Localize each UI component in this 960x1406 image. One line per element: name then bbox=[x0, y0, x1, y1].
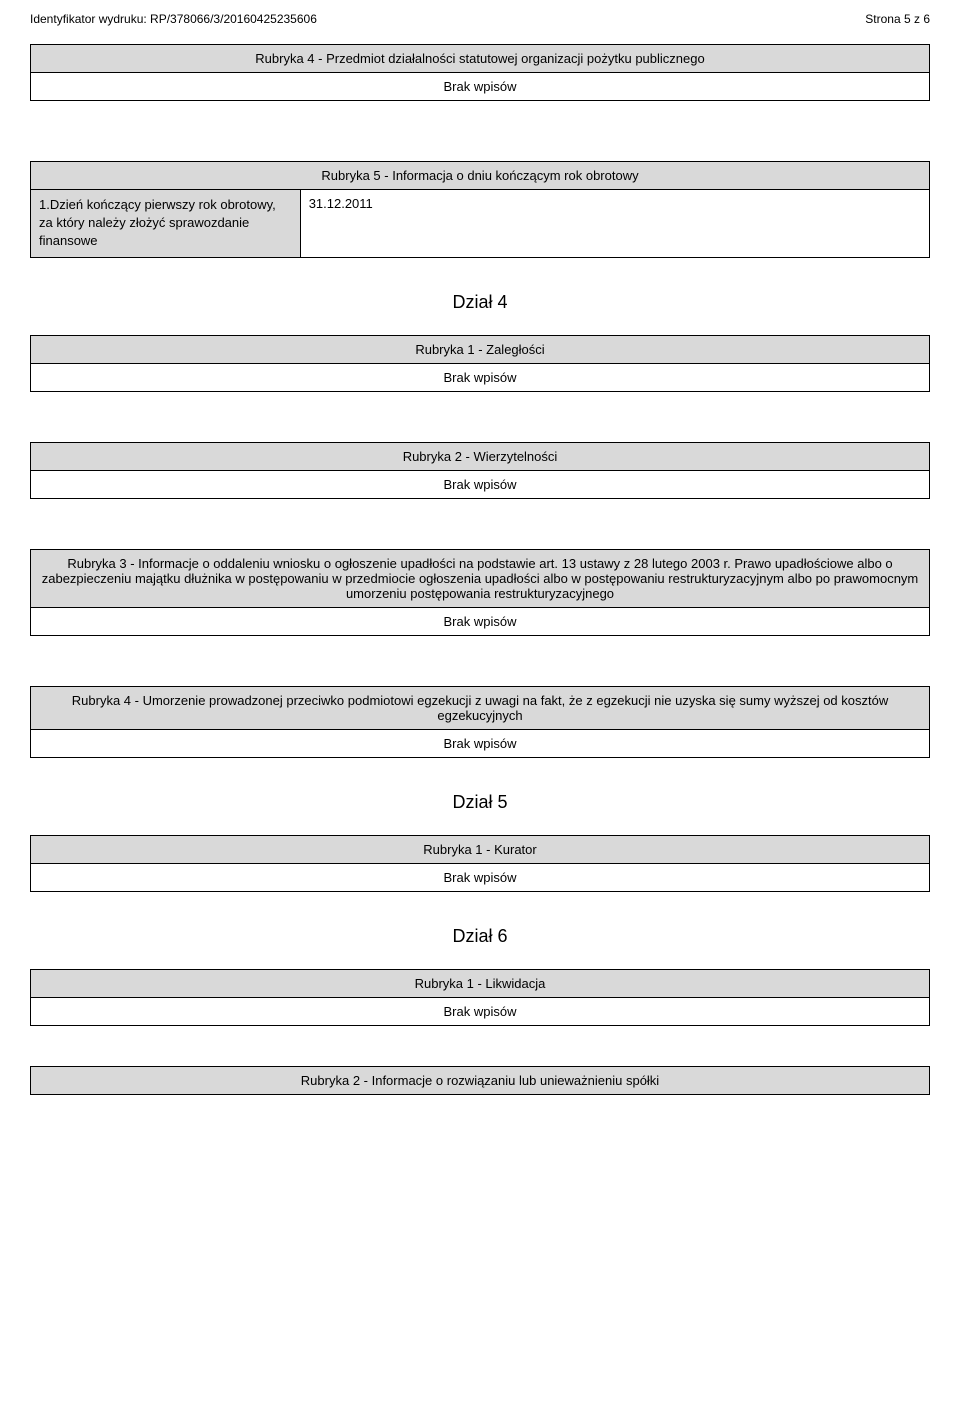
dzial6-heading: Dział 6 bbox=[30, 926, 930, 947]
dzial5-r1-content: Brak wpisów bbox=[31, 863, 929, 891]
rubryka5-row-label: 1.Dzień kończący pierwszy rok obrotowy, … bbox=[31, 190, 301, 258]
dzial5-r1-box: Rubryka 1 - Kurator Brak wpisów bbox=[30, 835, 930, 892]
dzial5-heading: Dział 5 bbox=[30, 792, 930, 813]
dzial4-r4-title: Rubryka 4 - Umorzenie prowadzonej przeci… bbox=[31, 687, 929, 729]
rubryka4-top-box: Rubryka 4 - Przedmiot działalności statu… bbox=[30, 44, 930, 101]
dzial4-heading: Dział 4 bbox=[30, 292, 930, 313]
dzial6-r2-title: Rubryka 2 - Informacje o rozwiązaniu lub… bbox=[301, 1073, 659, 1088]
dzial5-r1-title: Rubryka 1 - Kurator bbox=[31, 836, 929, 863]
page-header: Identyfikator wydruku: RP/378066/3/20160… bbox=[30, 12, 930, 26]
dzial6-r1-title: Rubryka 1 - Likwidacja bbox=[31, 970, 929, 997]
dzial4-r1-content: Brak wpisów bbox=[31, 363, 929, 391]
rubryka5-table: Rubryka 5 - Informacja o dniu kończącym … bbox=[30, 161, 930, 258]
dzial6-r1-box: Rubryka 1 - Likwidacja Brak wpisów bbox=[30, 969, 930, 1026]
dzial4-r4-box: Rubryka 4 - Umorzenie prowadzonej przeci… bbox=[30, 686, 930, 758]
dzial4-r3-title: Rubryka 3 - Informacje o oddaleniu wnios… bbox=[31, 550, 929, 607]
dzial4-r2-content: Brak wpisów bbox=[31, 470, 929, 498]
dzial4-r2-title: Rubryka 2 - Wierzytelności bbox=[31, 443, 929, 470]
dzial4-r3-box: Rubryka 3 - Informacje o oddaleniu wnios… bbox=[30, 549, 930, 636]
dzial6-r1-content: Brak wpisów bbox=[31, 997, 929, 1025]
rubryka5-title: Rubryka 5 - Informacja o dniu kończącym … bbox=[31, 162, 930, 190]
dzial4-r1-box: Rubryka 1 - Zaległości Brak wpisów bbox=[30, 335, 930, 392]
dzial4-r2-box: Rubryka 2 - Wierzytelności Brak wpisów bbox=[30, 442, 930, 499]
dzial4-r1-title: Rubryka 1 - Zaległości bbox=[31, 336, 929, 363]
rubryka4-top-content: Brak wpisów bbox=[31, 72, 929, 100]
dzial4-r3-content: Brak wpisów bbox=[31, 607, 929, 635]
print-identifier: Identyfikator wydruku: RP/378066/3/20160… bbox=[30, 12, 317, 26]
dzial6-r2-box: Rubryka 2 - Informacje o rozwiązaniu lub… bbox=[30, 1066, 930, 1095]
page-number: Strona 5 z 6 bbox=[865, 12, 930, 26]
rubryka4-top-title: Rubryka 4 - Przedmiot działalności statu… bbox=[31, 45, 929, 72]
dzial4-r4-content: Brak wpisów bbox=[31, 729, 929, 757]
rubryka5-row-value: 31.12.2011 bbox=[300, 190, 929, 258]
